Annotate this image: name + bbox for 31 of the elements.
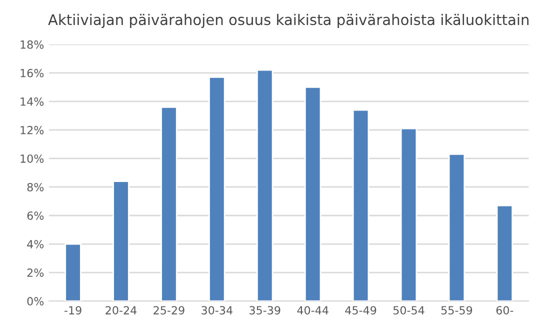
bar [160, 106, 178, 302]
bar [496, 204, 514, 302]
x-tick-label: -19 [64, 306, 82, 314]
x-tick-label: 55-59 [441, 306, 472, 314]
x-tick-label: 25-29 [154, 306, 184, 314]
y-tick-label: 16% [20, 68, 44, 78]
y-tick-label: 14% [20, 97, 44, 106]
y-tick-label: 10% [20, 154, 44, 163]
y-tick-label: 8% [27, 182, 44, 192]
x-tick-label: 30-34 [202, 306, 232, 314]
x-tick-label: 45-49 [345, 306, 376, 314]
bar [304, 86, 322, 302]
bar [256, 69, 274, 302]
y-tick-label: 0% [27, 297, 44, 306]
bar [352, 109, 370, 302]
x-tick-label: 60- [496, 306, 514, 314]
bar [400, 128, 418, 302]
y-tick-label: 6% [27, 211, 44, 220]
x-tick-label: 35-39 [250, 306, 280, 314]
bar [64, 243, 82, 302]
y-tick-label: 18% [20, 40, 44, 49]
x-tick-label: 20-24 [106, 306, 137, 314]
bar [448, 153, 466, 302]
y-tick-label: 2% [27, 268, 44, 277]
bar [112, 180, 130, 302]
chart-title: Aktiiviajan päivärahojen osuus kaikista päivärahoista ikäluokittain [48, 14, 528, 28]
x-tick-label: 50-54 [393, 306, 424, 314]
y-tick-label: 12% [20, 126, 44, 134]
bar [208, 76, 226, 302]
y-tick-label: 4% [27, 240, 44, 248]
x-tick-label: 40-44 [297, 306, 328, 314]
